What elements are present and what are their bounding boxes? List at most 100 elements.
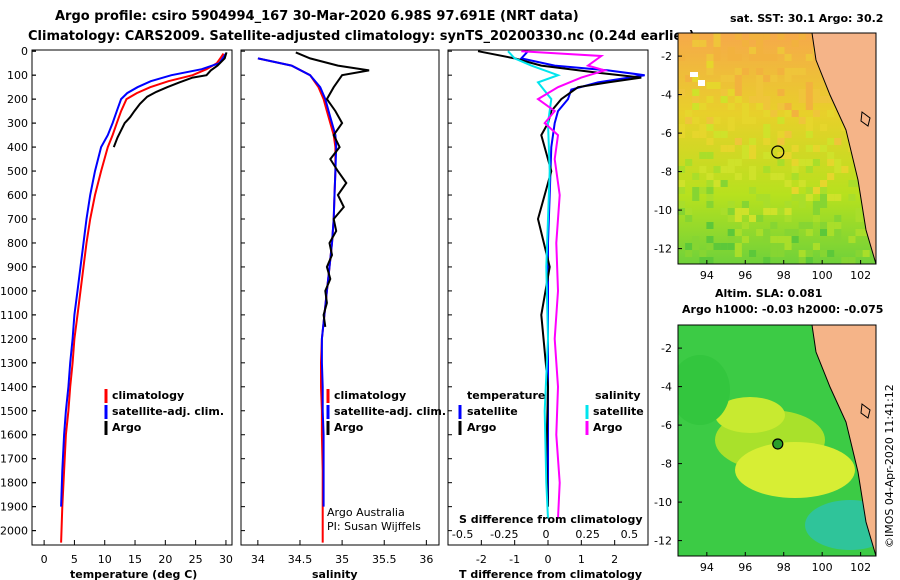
sst-cell xyxy=(841,166,849,173)
sst-cell xyxy=(699,40,707,47)
sst-cell xyxy=(749,54,757,61)
sst-cell xyxy=(805,131,813,138)
sst-cell xyxy=(727,236,735,243)
sst-cell xyxy=(678,166,686,173)
sst-cell xyxy=(706,194,714,201)
sst-cell xyxy=(827,110,835,117)
sst-cell xyxy=(756,47,764,54)
sst-cell xyxy=(791,229,799,236)
depth-tick-label: 500 xyxy=(7,165,28,178)
series-line-satellite-adj-clim- xyxy=(257,57,338,507)
sst-cell xyxy=(770,243,778,250)
map-y-tick-label: -8 xyxy=(661,166,672,179)
sst-cell xyxy=(678,187,686,194)
map-y-tick-label: -4 xyxy=(661,89,672,102)
sst-cell xyxy=(685,75,693,82)
sst-cell xyxy=(727,89,735,96)
sst-cell xyxy=(770,208,778,215)
sst-cell xyxy=(770,75,778,82)
sst-cell xyxy=(749,145,757,152)
depth-tick-label: 1700 xyxy=(0,453,28,466)
sst-cell xyxy=(827,229,835,236)
sst-cell xyxy=(834,166,842,173)
difference-panel: -2 -1 0 1 2 -0.5 -0.25 0 0.25 0.5 T difference f… xyxy=(447,49,649,580)
sst-cell xyxy=(756,68,764,75)
sst-cell xyxy=(734,75,742,82)
sst-cell xyxy=(678,124,686,131)
sst-cell xyxy=(678,54,686,61)
sst-cell xyxy=(763,138,771,145)
sst-cell xyxy=(692,40,700,47)
sst-cell xyxy=(720,166,728,173)
sst-cell xyxy=(756,96,764,103)
salinity-xlabel: salinity xyxy=(312,568,358,580)
sla-high-core xyxy=(735,442,855,498)
sst-cell xyxy=(805,89,813,96)
sst-cell xyxy=(791,145,799,152)
sst-cell xyxy=(692,75,700,82)
difference-secondary-x-axis: -0.5 -0.25 0 0.25 0.5 xyxy=(452,528,638,541)
sst-cell xyxy=(777,250,785,257)
sst-cell xyxy=(685,215,693,222)
sst-cell xyxy=(777,103,785,110)
sst-cell xyxy=(791,159,799,166)
sst-cell xyxy=(734,54,742,61)
sst-cell xyxy=(692,117,700,124)
sst-cell xyxy=(805,54,813,61)
sst-cell xyxy=(713,47,721,54)
sst-cell xyxy=(756,54,764,61)
sst-cell xyxy=(763,75,771,82)
sst-cell xyxy=(834,159,842,166)
sst-cell xyxy=(784,180,792,187)
sst-cell xyxy=(763,124,771,131)
sst-cell xyxy=(713,54,721,61)
sst-missing-cell xyxy=(698,80,705,86)
sst-cell xyxy=(749,47,757,54)
sst-cell xyxy=(763,103,771,110)
sst-cell xyxy=(685,159,693,166)
sst-cell xyxy=(706,173,714,180)
sst-cell xyxy=(692,96,700,103)
sst-cell xyxy=(777,33,785,40)
sst-cell xyxy=(699,152,707,159)
sst-cell xyxy=(706,180,714,187)
sst-cell xyxy=(798,159,806,166)
sst-cell xyxy=(820,250,828,257)
sst-cell xyxy=(798,96,806,103)
depth-axis: 0 100 200 300 400 500 600 700 800 900 1000 1100 1200… xyxy=(0,45,36,538)
sst-cell xyxy=(756,215,764,222)
sst-cell xyxy=(699,166,707,173)
legend-label-s-argo: Argo xyxy=(593,421,623,434)
sst-cell xyxy=(798,117,806,124)
sst-cell xyxy=(777,173,785,180)
series-line-satellite-t- xyxy=(519,50,645,507)
difference-xlabel: T difference from climatology xyxy=(459,568,642,580)
sst-cell xyxy=(699,250,707,257)
sst-cell xyxy=(749,250,757,257)
land-island xyxy=(860,403,871,419)
sst-cell xyxy=(777,89,785,96)
sst-cell xyxy=(692,243,700,250)
sst-cell xyxy=(734,229,742,236)
sst-cell xyxy=(812,208,820,215)
sst-cell xyxy=(784,110,792,117)
sst-cell xyxy=(812,201,820,208)
sst-cell xyxy=(720,75,728,82)
sst-cell xyxy=(749,187,757,194)
sst-cell xyxy=(685,250,693,257)
sst-cell xyxy=(827,222,835,229)
imos-watermark: ©IMOS 04-Apr-2020 11:41:12 xyxy=(883,384,896,548)
map-y-tick-label: -12 xyxy=(654,535,672,548)
sst-cell xyxy=(820,124,828,131)
sst-cell xyxy=(763,236,771,243)
legend-label-climatology: climatology xyxy=(334,389,406,402)
sla-map-title: Altim. SLA: 0.081 xyxy=(715,287,822,300)
sst-cell xyxy=(812,110,820,117)
sst-cell xyxy=(763,54,771,61)
sst-cell xyxy=(734,159,742,166)
sst-cell xyxy=(741,103,749,110)
sst-cell xyxy=(706,236,714,243)
x-tick-label: -1 xyxy=(509,553,520,566)
sst-cell xyxy=(805,82,813,89)
sst-cell xyxy=(834,222,842,229)
